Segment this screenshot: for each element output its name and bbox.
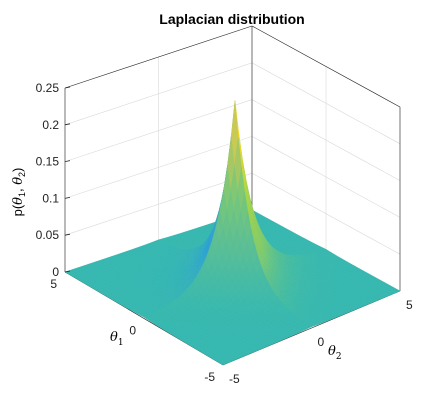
z-tick <box>64 123 71 126</box>
z-tick-label: 0.2 <box>42 118 59 132</box>
z-tick <box>64 270 71 273</box>
z-tick-label: 0 <box>52 265 59 279</box>
z-tick <box>64 233 71 236</box>
z-tick <box>64 160 71 162</box>
laplacian-surface <box>64 100 401 366</box>
x-axis-label: θ1 <box>110 330 124 348</box>
y-tick-label: 0 <box>318 335 325 349</box>
x-tick-label: 5 <box>50 277 57 291</box>
z-tick-label: 0.05 <box>36 228 60 242</box>
z-axis-label: p(θ1, θ2) <box>10 168 27 217</box>
y-tick-label: 5 <box>406 298 413 312</box>
z-tick <box>64 197 71 199</box>
axis-edge <box>251 25 401 108</box>
z-tick-label: 0.25 <box>36 81 60 95</box>
axis-edge <box>64 25 253 89</box>
y-axis-label: θ2 <box>328 344 342 362</box>
z-gridline <box>64 25 401 108</box>
x-tick-label: 0 <box>129 324 136 338</box>
z-tick-label: 0.15 <box>36 155 60 169</box>
z-tick <box>64 86 71 89</box>
z-tick-label: 0.1 <box>42 191 59 205</box>
surface-patch <box>219 361 228 366</box>
x-tick-label: -5 <box>204 370 215 384</box>
chart-title: Laplacian distribution <box>159 11 304 27</box>
y-tick-label: -5 <box>229 372 240 386</box>
